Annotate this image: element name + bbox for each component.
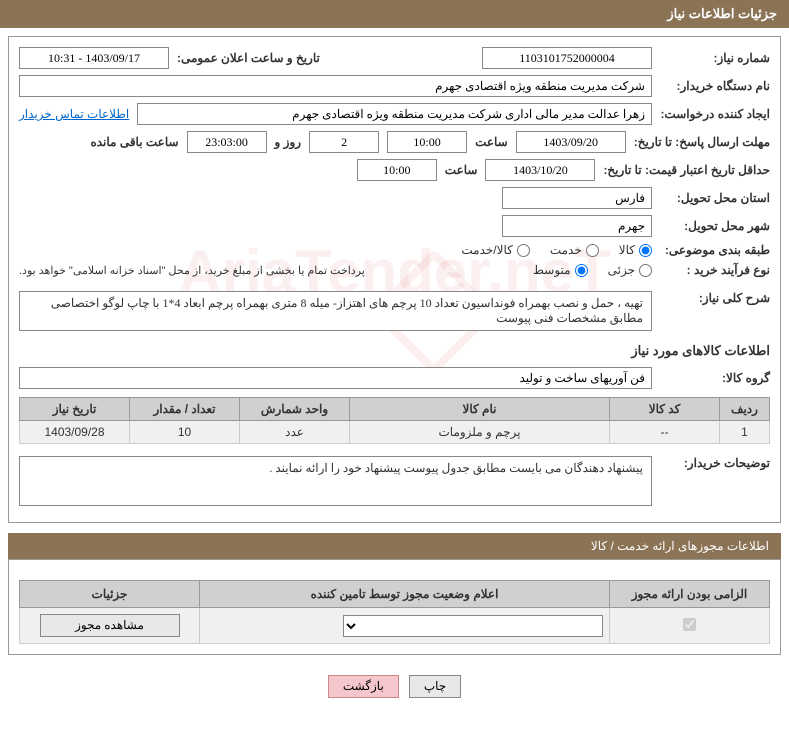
license-container: الزامی بودن ارائه مجوز اعلام وضعیت مجوز … [8,559,781,655]
days-label: روز و [275,135,302,149]
group-field [19,367,652,389]
row-validity: حداقل تاریخ اعتبار قیمت: تا تاریخ: ساعت [19,159,770,181]
goods-info-title: اطلاعات کالاهای مورد نیاز [19,343,770,359]
payment-note: پرداخت تمام یا بخشی از مبلغ خرید، از محل… [19,264,365,277]
deadline-time-field [387,131,467,153]
radio-goods-input[interactable] [639,244,652,257]
row-summary: شرح کلی نیاز: تهیه ، حمل و نصب بهمراه فو… [19,291,770,331]
radio-medium-input[interactable] [575,264,588,277]
need-number-field [482,47,652,69]
radio-both-input[interactable] [517,244,530,257]
table-row: 1 -- پرچم و ملزومات عدد 10 1403/09/28 [20,421,770,444]
license-row: مشاهده مجوز [20,608,770,644]
radio-both[interactable]: کالا/خدمت [461,243,529,257]
goods-table: ردیف کد کالا نام کالا واحد شمارش تعداد /… [19,397,770,444]
validity-label: حداقل تاریخ اعتبار قیمت: تا تاریخ: [603,163,770,177]
days-remaining-field [309,131,379,153]
validity-time-field [357,159,437,181]
remaining-label: ساعت باقی مانده [90,135,178,149]
cell-status [200,608,610,644]
city-field [502,215,652,237]
deadline-date-field [516,131,626,153]
group-label: گروه کالا: [660,371,770,385]
requester-field [137,103,652,125]
page-title: جزئیات اطلاعات نیاز [667,6,777,21]
col-unit: واحد شمارش [240,398,350,421]
cell-unit: عدد [240,421,350,444]
col-details: جزئیات [20,581,200,608]
cell-details: مشاهده مجوز [20,608,200,644]
mandatory-checkbox [683,618,696,631]
col-mandatory: الزامی بودن ارائه مجوز [610,581,770,608]
province-field [502,187,652,209]
main-form-container: AriaTender.neT شماره نیاز: تاریخ و ساعت … [8,36,781,523]
license-table: الزامی بودن ارائه مجوز اعلام وضعیت مجوز … [19,580,770,644]
announce-date-field [19,47,169,69]
cell-code: -- [610,421,720,444]
row-requester: ایجاد کننده درخواست: اطلاعات تماس خریدار [19,103,770,125]
col-code: کد کالا [610,398,720,421]
col-date: تاریخ نیاز [20,398,130,421]
radio-service-input[interactable] [586,244,599,257]
cell-date: 1403/09/28 [20,421,130,444]
radio-small[interactable]: جزئی [608,263,652,277]
view-license-button[interactable]: مشاهده مجوز [40,614,180,637]
summary-text: تهیه ، حمل و نصب بهمراه فونداسیون تعداد … [19,291,652,331]
requester-label: ایجاد کننده درخواست: [660,107,770,121]
buyer-note-label: توضیحات خریدار: [660,456,770,470]
need-number-label: شماره نیاز: [660,51,770,65]
radio-small-input[interactable] [639,264,652,277]
col-name: نام کالا [350,398,610,421]
validity-date-field [485,159,595,181]
row-buyer-note: توضیحات خریدار: پیشنهاد دهندگان می بایست… [19,456,770,506]
radio-goods[interactable]: کالا [619,243,652,257]
category-radio-group: کالا خدمت کالا/خدمت [461,243,652,257]
row-need-number: شماره نیاز: تاریخ و ساعت اعلان عمومی: [19,47,770,69]
cell-mandatory [610,608,770,644]
summary-label: شرح کلی نیاز: [660,291,770,305]
col-qty: تعداد / مقدار [130,398,240,421]
col-row: ردیف [720,398,770,421]
cell-row: 1 [720,421,770,444]
announce-label: تاریخ و ساعت اعلان عمومی: [177,51,320,65]
print-button[interactable]: چاپ [409,675,461,698]
buyer-note-text: پیشنهاد دهندگان می بایست مطابق جدول پیوس… [19,456,652,506]
status-select[interactable] [343,615,603,637]
row-buyer: نام دستگاه خریدار: [19,75,770,97]
footer-buttons: چاپ بازگشت [0,663,789,710]
process-label: نوع فرآیند خرید : [660,263,770,277]
page-header: جزئیات اطلاعات نیاز [0,0,789,28]
time-label-2: ساعت [445,163,478,177]
category-label: طبقه بندی موضوعی: [660,243,770,257]
province-label: استان محل تحویل: [660,191,770,205]
time-label-1: ساعت [475,135,508,149]
license-header-row: الزامی بودن ارائه مجوز اعلام وضعیت مجوز … [20,581,770,608]
buyer-label: نام دستگاه خریدار: [660,79,770,93]
cell-name: پرچم و ملزومات [350,421,610,444]
row-category: طبقه بندی موضوعی: کالا خدمت کالا/خدمت [19,243,770,257]
process-radio-group: جزئی متوسط [533,263,652,277]
buyer-field [19,75,652,97]
buyer-contact-link[interactable]: اطلاعات تماس خریدار [19,107,129,121]
license-section-title: اطلاعات مجوزهای ارائه خدمت / کالا [591,539,769,553]
row-process: نوع فرآیند خرید : جزئی متوسط پرداخت تمام… [19,263,770,277]
radio-medium[interactable]: متوسط [533,263,588,277]
row-province: استان محل تحویل: [19,187,770,209]
cell-qty: 10 [130,421,240,444]
city-label: شهر محل تحویل: [660,219,770,233]
radio-service[interactable]: خدمت [550,243,599,257]
row-group: گروه کالا: [19,367,770,389]
deadline-label: مهلت ارسال پاسخ: تا تاریخ: [634,135,770,149]
countdown-time-field [187,131,267,153]
goods-table-header-row: ردیف کد کالا نام کالا واحد شمارش تعداد /… [20,398,770,421]
col-status: اعلام وضعیت مجوز توسط تامین کننده [200,581,610,608]
license-section-header: اطلاعات مجوزهای ارائه خدمت / کالا [8,533,781,559]
row-deadline: مهلت ارسال پاسخ: تا تاریخ: ساعت روز و سا… [19,131,770,153]
row-city: شهر محل تحویل: [19,215,770,237]
return-button[interactable]: بازگشت [328,675,399,698]
